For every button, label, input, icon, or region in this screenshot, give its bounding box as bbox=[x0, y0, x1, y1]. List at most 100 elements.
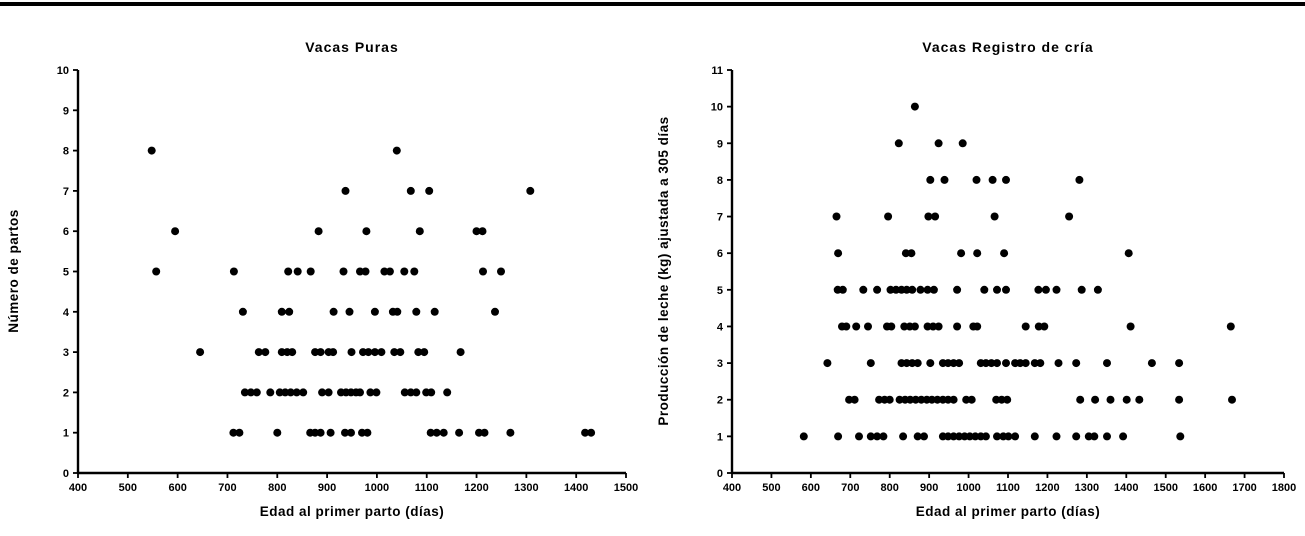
data-point bbox=[907, 249, 916, 258]
data-point bbox=[992, 395, 1001, 404]
data-point bbox=[901, 249, 910, 258]
data-point bbox=[967, 395, 976, 404]
data-point bbox=[908, 285, 917, 294]
data-point bbox=[972, 175, 981, 184]
data-point bbox=[971, 432, 980, 441]
y-tick-label: 6 bbox=[717, 248, 723, 260]
data-point bbox=[1040, 322, 1049, 331]
y-tick-label: 5 bbox=[717, 285, 723, 297]
x-tick-label: 400 bbox=[69, 482, 87, 494]
figure-vacas-registro-de-cria: Vacas Registro de cría Producción de lec… bbox=[652, 0, 1305, 536]
data-point bbox=[929, 285, 938, 294]
data-point bbox=[895, 395, 904, 404]
data-point bbox=[261, 348, 270, 357]
data-point bbox=[988, 175, 997, 184]
data-point bbox=[899, 432, 908, 441]
data-point bbox=[1135, 395, 1144, 404]
data-point bbox=[1176, 432, 1185, 441]
y-tick-label: 5 bbox=[63, 267, 69, 279]
x-tick-label: 600 bbox=[168, 482, 186, 494]
x-tick-label: 600 bbox=[802, 482, 820, 494]
data-point bbox=[425, 186, 434, 195]
data-point bbox=[396, 348, 405, 357]
y-tick-label: 8 bbox=[63, 146, 69, 158]
data-point bbox=[246, 388, 255, 397]
data-point bbox=[1090, 432, 1099, 441]
data-point bbox=[1228, 395, 1236, 404]
data-point bbox=[845, 395, 854, 404]
data-point bbox=[834, 249, 843, 258]
y-tick-label: 11 bbox=[711, 65, 723, 77]
y-tick-label: 3 bbox=[717, 358, 723, 370]
data-point bbox=[432, 428, 441, 437]
y-tick-label: 8 bbox=[717, 175, 723, 187]
data-point bbox=[385, 267, 394, 276]
data-point bbox=[1077, 285, 1086, 294]
data-point bbox=[392, 146, 401, 155]
data-point bbox=[944, 359, 953, 368]
data-point bbox=[993, 285, 1001, 294]
data-point bbox=[1034, 285, 1043, 294]
plot-title: Vacas Puras bbox=[305, 39, 399, 55]
x-tick-label: 700 bbox=[218, 482, 236, 494]
data-point bbox=[955, 432, 964, 441]
x-tick-label: 800 bbox=[268, 482, 286, 494]
x-tick-label: 1000 bbox=[365, 482, 389, 494]
y-tick-label: 0 bbox=[717, 468, 723, 480]
x-tick-label: 1200 bbox=[1035, 482, 1059, 494]
data-point bbox=[949, 359, 958, 368]
data-point bbox=[908, 359, 917, 368]
data-point bbox=[235, 428, 244, 437]
data-point bbox=[1106, 395, 1115, 404]
data-point bbox=[299, 388, 308, 397]
data-point bbox=[1002, 285, 1010, 294]
data-point bbox=[1036, 359, 1045, 368]
data-point bbox=[284, 267, 293, 276]
data-point bbox=[924, 212, 933, 221]
x-tick-label: 1700 bbox=[1232, 482, 1256, 494]
data-point bbox=[875, 395, 884, 404]
data-point bbox=[894, 139, 903, 148]
y-tick-label: 9 bbox=[717, 138, 723, 150]
data-point bbox=[958, 139, 967, 148]
data-point bbox=[949, 395, 958, 404]
data-point bbox=[412, 307, 421, 316]
data-point bbox=[472, 227, 481, 236]
x-tick-label: 1600 bbox=[1193, 482, 1217, 494]
data-point bbox=[400, 388, 409, 397]
data-point bbox=[1041, 285, 1050, 294]
data-point bbox=[910, 322, 919, 331]
data-point bbox=[339, 267, 348, 276]
data-point bbox=[1147, 359, 1156, 368]
data-point bbox=[455, 428, 464, 437]
data-point bbox=[439, 428, 448, 437]
data-point bbox=[1084, 432, 1093, 441]
y-tick-label: 1 bbox=[63, 428, 69, 440]
data-point bbox=[324, 388, 333, 397]
data-point bbox=[347, 428, 355, 437]
data-point bbox=[380, 267, 389, 276]
data-point bbox=[427, 388, 436, 397]
data-point bbox=[864, 322, 872, 331]
y-tick-label: 10 bbox=[57, 65, 69, 77]
data-point bbox=[1000, 249, 1009, 258]
y-tick-label: 4 bbox=[63, 307, 70, 319]
data-point bbox=[1021, 322, 1030, 331]
data-point bbox=[341, 428, 349, 437]
data-point bbox=[147, 146, 156, 155]
x-tick-label: 1100 bbox=[996, 482, 1020, 494]
data-point bbox=[1124, 249, 1133, 258]
data-point bbox=[911, 395, 920, 404]
data-point bbox=[929, 322, 938, 331]
data-point bbox=[926, 175, 935, 184]
data-point bbox=[491, 307, 499, 316]
data-point bbox=[311, 348, 320, 357]
data-point bbox=[887, 322, 896, 331]
y-tick-label: 2 bbox=[717, 395, 723, 407]
y-tick-label: 3 bbox=[63, 347, 69, 359]
data-point bbox=[479, 267, 487, 276]
data-point bbox=[1075, 175, 1084, 184]
x-axis-label: Edad al primer parto (días) bbox=[260, 504, 445, 519]
data-point bbox=[955, 359, 964, 368]
plot-title: Vacas Registro de cría bbox=[922, 39, 1093, 55]
